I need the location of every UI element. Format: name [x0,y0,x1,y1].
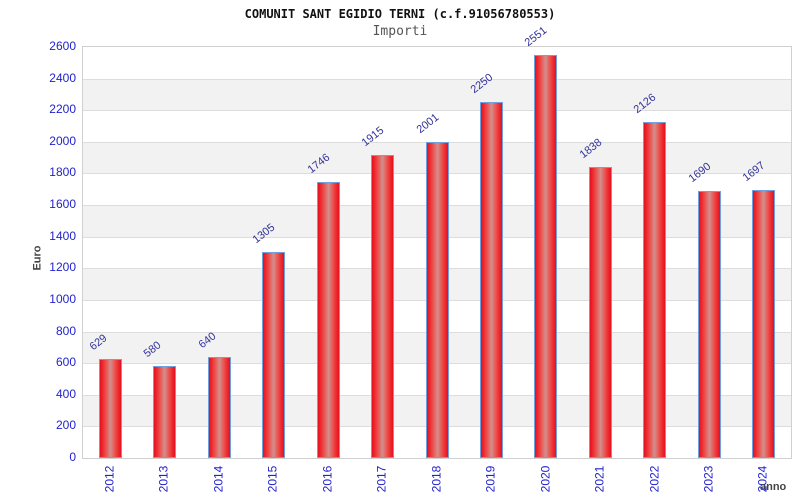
x-tick-label: 2023 [701,458,715,500]
x-tick-label: 2017 [375,458,389,500]
x-tick-label: 2019 [483,458,497,500]
y-axis-title-text: Euro [32,245,44,271]
bar-2013 [153,366,177,458]
gridline [83,78,791,80]
x-tick-label: 2018 [429,458,443,500]
plot-band [83,78,791,111]
bar-2019 [479,102,503,458]
x-tick-label: 2014 [211,458,225,500]
bar-2020 [534,54,558,458]
x-tick-label: 2022 [647,458,661,500]
x-tick-label: 2020 [538,458,552,500]
bar-2017 [371,155,395,458]
bar-2018 [425,141,449,458]
x-tick-label-text: 2019 [483,465,498,493]
plot-area [82,46,792,459]
gridline [83,110,791,112]
x-tick-label: 2012 [102,458,116,500]
bar-2021 [588,167,612,458]
x-tick-label-text: 2020 [537,465,552,493]
bar-2023 [697,190,721,458]
y-tick-label: 600 [55,355,76,370]
x-tick-label: 2024 [756,458,770,500]
y-tick-label: 200 [55,418,76,433]
chart-title: COMUNIT SANT EGIDIO TERNI (c.f.910567805… [244,7,556,21]
x-tick-label-text: 2012 [102,465,117,493]
x-tick-label-text: 2015 [265,465,280,493]
y-tick-label: 2400 [49,70,76,85]
bar-2016 [316,181,340,458]
x-tick-label-text: 2013 [156,465,171,493]
y-tick-label: 1000 [49,291,76,306]
x-tick-label: 2021 [592,458,606,500]
y-tick-label: 1800 [49,165,76,180]
bar-2022 [643,121,667,458]
y-tick-label: 1600 [49,197,76,212]
chart-subtitle: Importi [372,24,428,39]
y-tick-label: 1200 [49,260,76,275]
x-tick-label-text: 2018 [429,465,444,493]
y-axis-title: Euro [30,228,46,288]
x-axis-title: anno [760,481,787,493]
x-tick-label-text: 2014 [211,465,226,493]
y-tick-label: 2200 [49,102,76,117]
y-tick-label: 2000 [49,133,76,148]
y-tick-label: 800 [55,323,76,338]
y-tick-label: 1400 [49,228,76,243]
bar-2012 [98,358,122,458]
x-tick-label: 2016 [320,458,334,500]
x-tick-label: 2013 [157,458,171,500]
x-tick-label-text: 2017 [374,465,389,493]
bar-2024 [752,189,776,458]
y-tick-label: 400 [55,386,76,401]
x-tick-label-text: 2021 [592,465,607,493]
x-tick-label-text: 2016 [320,465,335,493]
y-tick-label: 2600 [49,39,76,53]
bar-2015 [262,251,286,458]
y-tick-label: 0 [69,450,76,464]
x-tick-label-text: 2022 [646,465,661,493]
x-tick-label-text: 2023 [701,465,716,493]
x-tick-label: 2015 [266,458,280,500]
bar-2014 [207,356,231,458]
